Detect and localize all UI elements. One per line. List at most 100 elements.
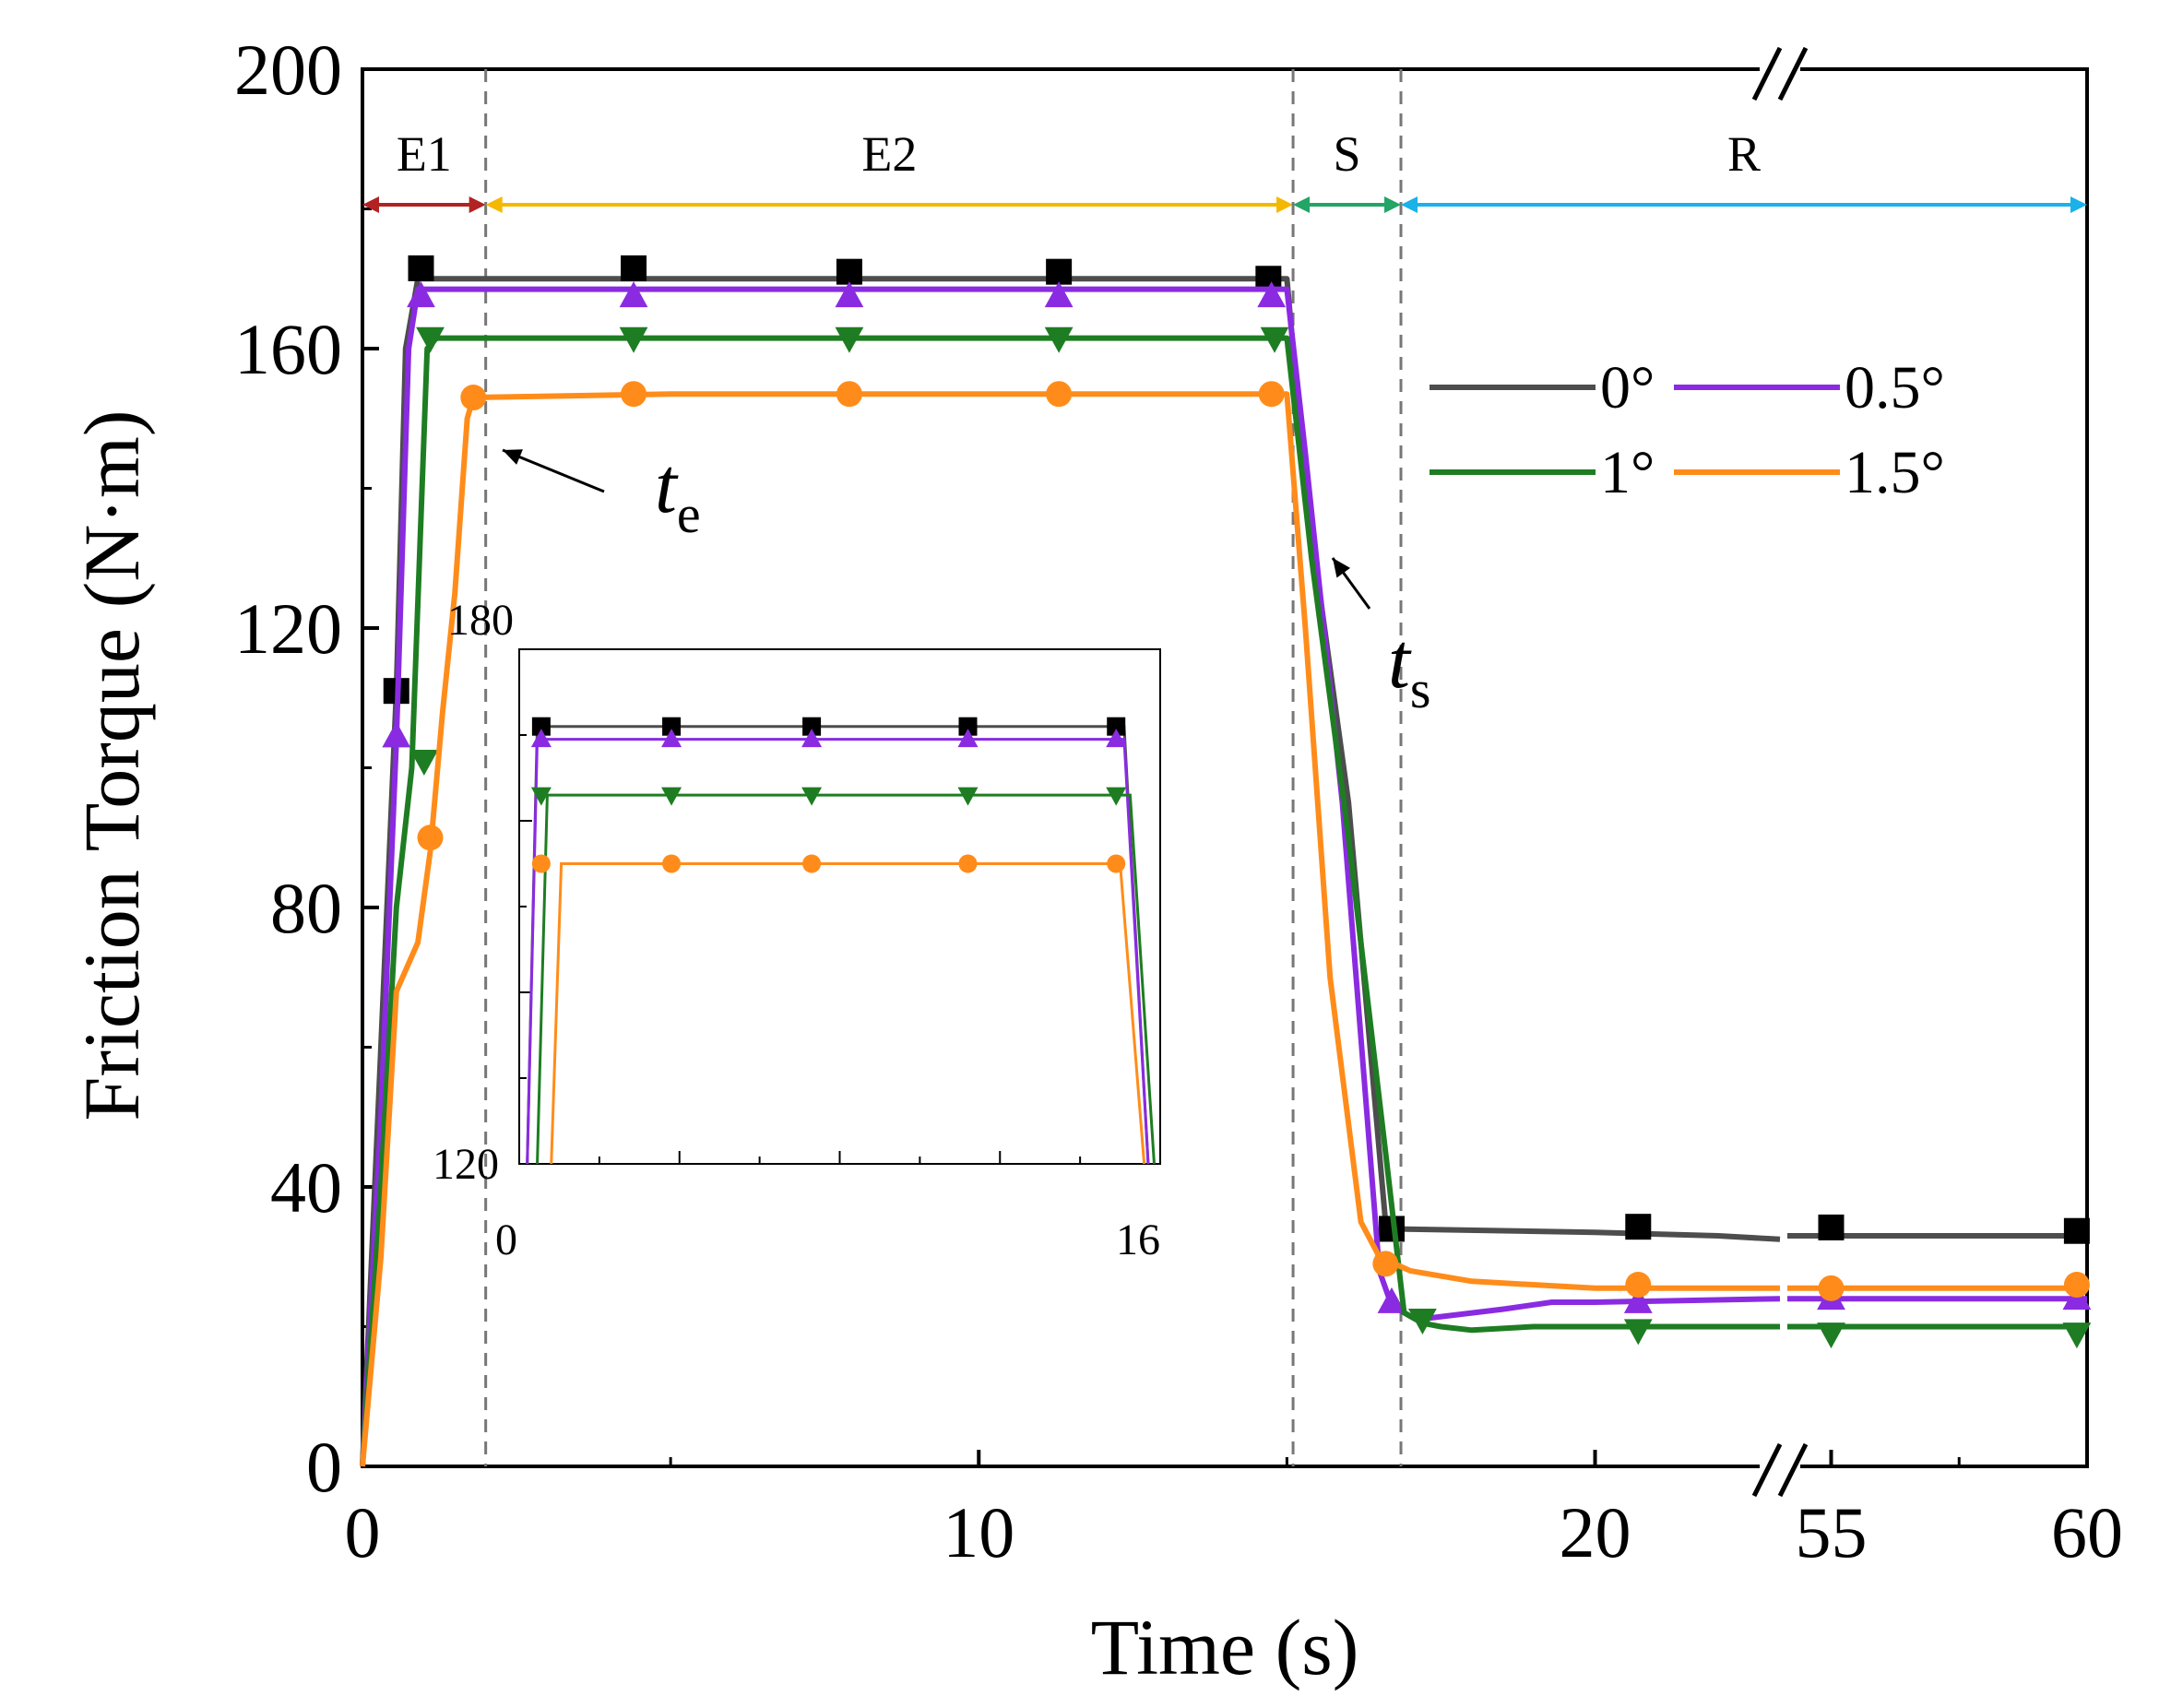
inset-layer: 180 120 0 16 [433,596,1161,1264]
series-marker [407,281,435,308]
series-marker [1625,1272,1652,1299]
series-marker [958,854,978,873]
series-marker [530,729,552,748]
series-line [360,335,1780,1467]
series-marker [1377,1287,1406,1313]
annotation-arrow-head [1333,558,1351,578]
x-tick-label: 60 [2051,1492,2123,1572]
series-marker [1818,1214,1845,1240]
series-marker [1372,1251,1399,1277]
series-marker [1044,281,1074,308]
phase-label: E1 [397,126,452,182]
series-marker [408,255,434,281]
series-marker [802,854,822,873]
series-marker [2062,1323,2092,1349]
phase-layer: E1 E2 S R [362,69,2087,1466]
series-marker [802,717,822,736]
phase-r: R [1401,126,2087,213]
series-marker [1257,281,1287,308]
series-layer [360,255,2092,1467]
series-marker [1044,326,1074,353]
inset-series-line [550,862,1146,1165]
series-marker [801,729,823,748]
y-tick-label: 40 [270,1147,342,1228]
y-tick-label: 120 [234,588,342,669]
series-marker [621,255,647,281]
series-marker [417,824,444,851]
phase-arrow-right-head [1384,196,1402,213]
series-marker [1258,381,1285,408]
series-marker [1623,1319,1653,1346]
x-tick-label: 20 [1560,1492,1631,1572]
axis-break-bottom [1751,1442,1809,1498]
series-1.5° [360,381,2090,1467]
series-marker [1106,787,1127,806]
series-marker [621,381,647,408]
legend-label: 1.5° [1845,439,1945,506]
phase-arrow-left-head [1401,196,1418,213]
inset-series-line [526,738,1150,1165]
legend-label: 0° [1600,354,1655,421]
series-marker [836,381,862,408]
x-axis-title: Time (s) [1091,1603,1359,1691]
series-marker [619,281,648,308]
annotation-arrow-head [503,449,523,465]
legend-entry-1.5°: 1.5° [1674,439,1945,506]
phase-arrow-right-head [469,196,486,213]
series-marker [1623,1287,1653,1313]
legend: 0° 0.5° 1° 1.5° [1430,354,1945,506]
series-1° [360,326,2092,1467]
x-tick-label: 55 [1796,1492,1868,1572]
phase-s: S [1293,69,1403,1466]
series-marker [1106,729,1127,748]
series-marker [957,787,979,806]
phase-e2: E2 [485,69,1295,1466]
series-marker [416,326,445,353]
series-marker [619,326,648,353]
legend-label: 1° [1600,439,1655,506]
phase-label: S [1334,126,1361,182]
legend-entry-0°: 0° [1430,354,1655,421]
series-marker [1260,326,1289,353]
phase-arrow-left-head [485,196,503,213]
series-marker [801,787,823,806]
series-marker [1408,1309,1437,1335]
series-line [360,391,1780,1467]
y-tick-label: 160 [234,309,342,389]
annotation-ts: ts [1331,557,1430,719]
phase-arrow-right-head [2070,196,2087,213]
inset-y-tick-label: 180 [447,596,514,645]
series-marker [1818,1275,1845,1301]
phase-e1: E1 [362,69,488,1466]
inset-y-tick-label: 120 [433,1140,499,1189]
series-marker [662,717,682,736]
series-0.5° [360,281,2092,1467]
inset-series-0.5° [526,729,1150,1165]
inset-series-1° [530,787,1156,1165]
series-marker [1107,717,1126,736]
legend-entry-1°: 1° [1430,439,1655,506]
phase-arrow-right-head [1276,196,1294,213]
inset-x-tick-label: 16 [1116,1216,1160,1264]
y-tick-label: 200 [234,30,342,110]
series-marker [835,326,864,353]
annotation-te: te [502,441,701,544]
series-line [360,286,1781,1467]
series-marker [382,721,411,748]
series-marker [460,385,487,411]
phase-label: R [1727,126,1761,182]
inset-series-1.5° [531,854,1146,1165]
series-marker [1046,258,1073,285]
series-marker [1817,1323,1845,1349]
x-tick-label: 0 [345,1492,381,1572]
series-marker [1625,1214,1652,1240]
annotation-layer: te ts [502,441,1430,719]
y-axis-title: Friction Torque (N·m) [67,409,156,1121]
inset-x-tick-label: 0 [495,1216,517,1264]
x-tick-label: 10 [943,1492,1014,1572]
series-marker [531,854,551,873]
series-marker [661,729,682,748]
annotation-label: te [655,441,701,544]
series-marker [661,787,682,806]
